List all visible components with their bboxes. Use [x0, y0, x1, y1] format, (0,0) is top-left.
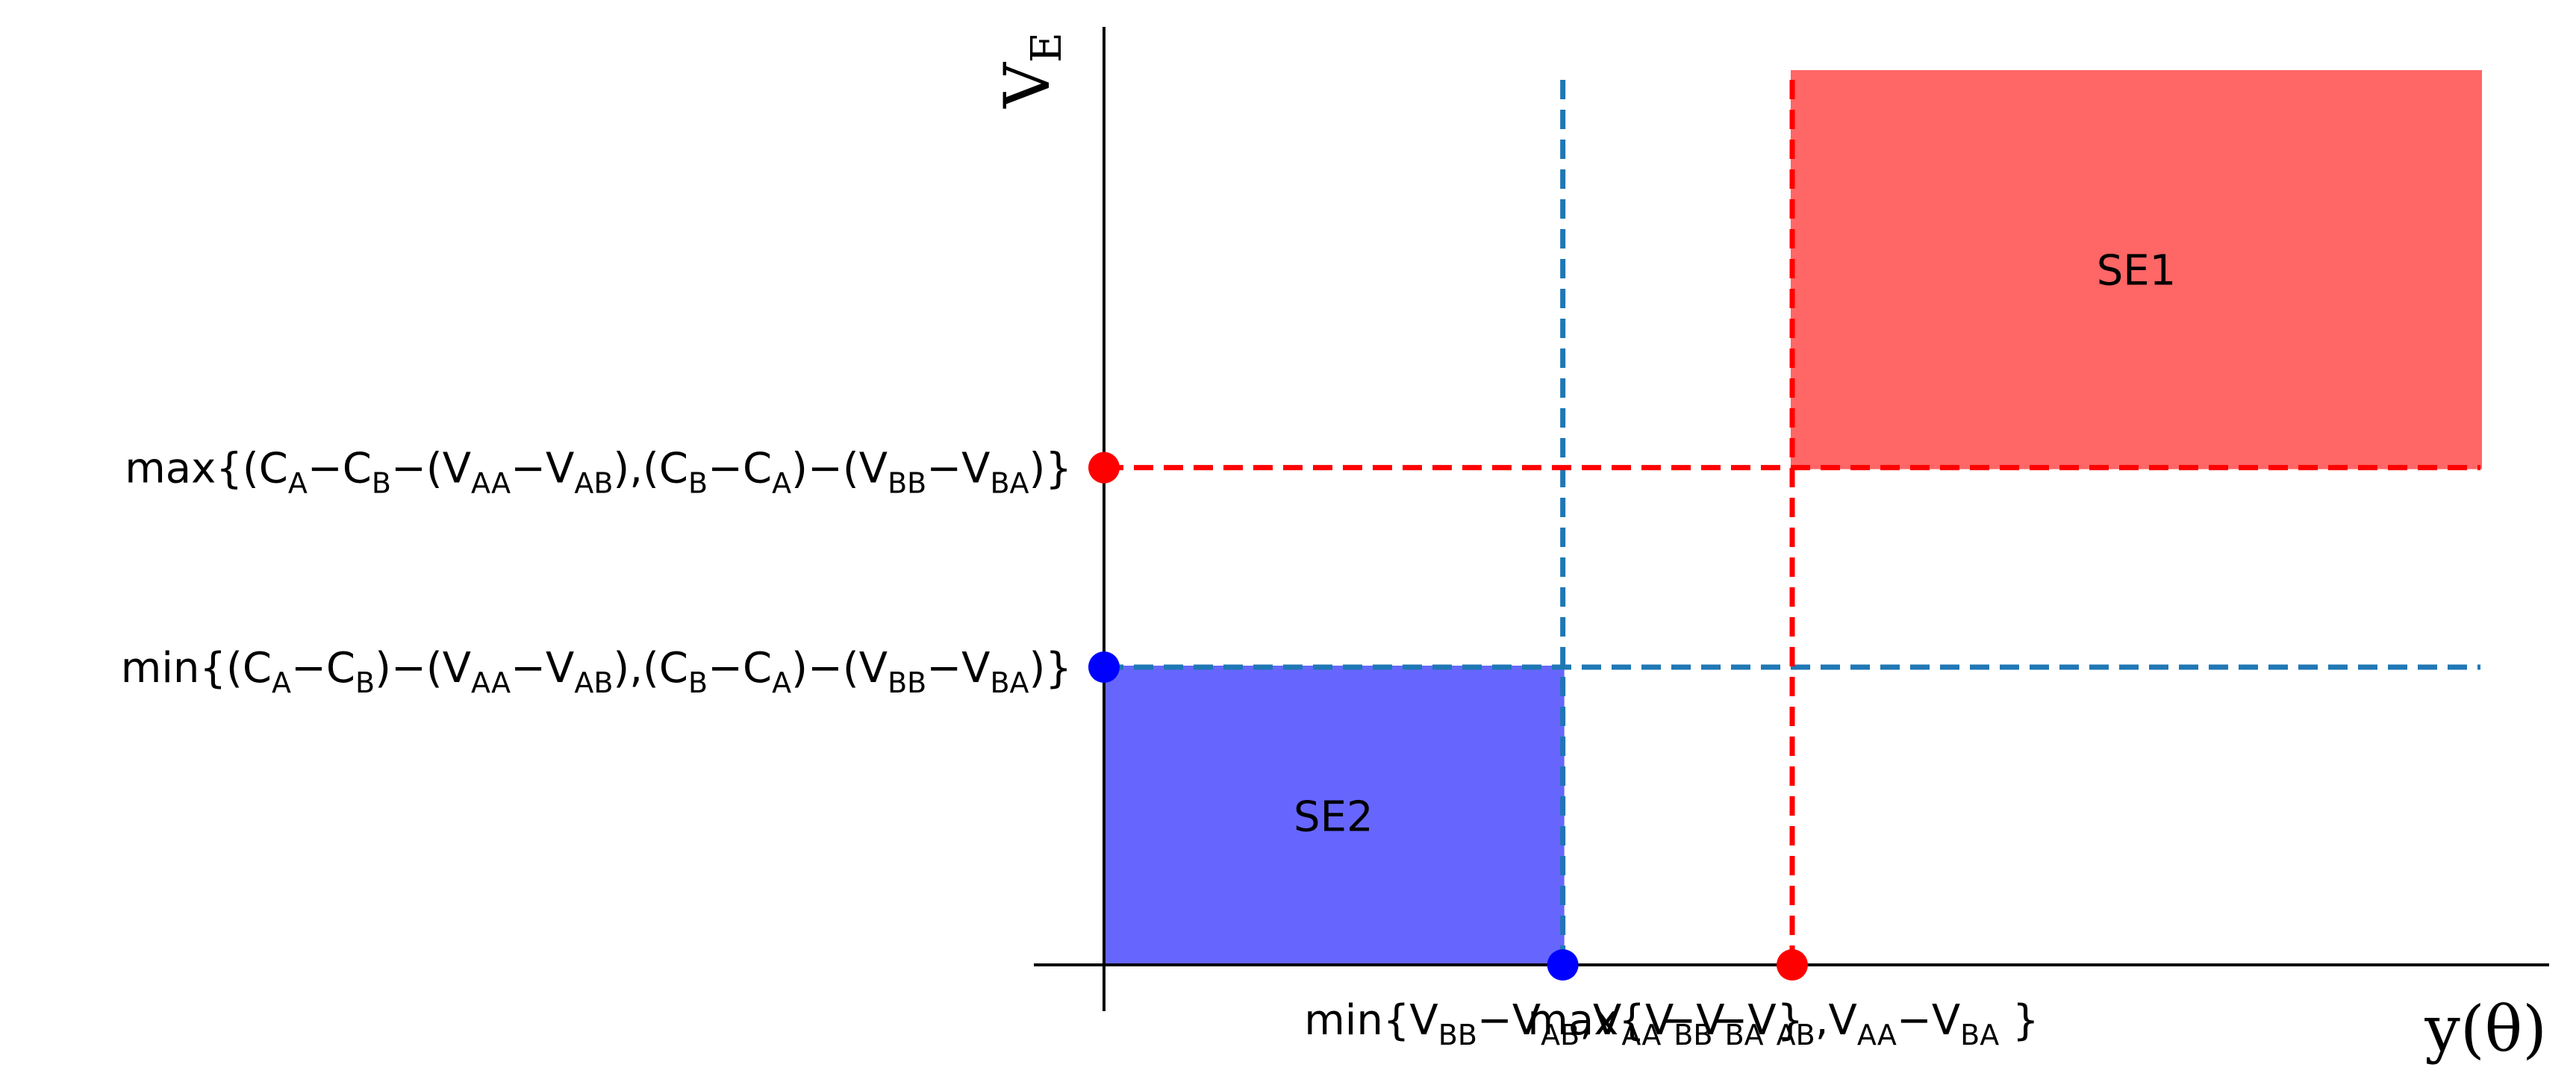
- y-tick-label-1-part: max{(C: [125, 445, 288, 493]
- y-tick-label-0-part: min{(C: [121, 644, 272, 693]
- y-tick-label-1-part: )}: [1029, 445, 1072, 493]
- y-axis-title-subscript: E: [1023, 32, 1071, 63]
- x-tick-label-1-part: BA: [1960, 1019, 1999, 1051]
- region-se2: [1103, 666, 1565, 966]
- x-tick-label-0-part: −V: [1477, 996, 1541, 1045]
- x-tick-label-0-part: −V: [1661, 996, 1724, 1045]
- y-tick-label-0-part: B: [355, 666, 375, 699]
- y-tick-label-0-part: A: [772, 666, 791, 699]
- x-tick-label-1-part: max{V: [1527, 996, 1674, 1045]
- y-tick-label-0-part: AA: [471, 666, 511, 699]
- y-axis-title-main: V: [991, 62, 1064, 109]
- x-tick-label-0-part: }: [1764, 996, 1803, 1045]
- y-axis-title: VE: [991, 32, 1071, 109]
- y-tick-label-1-part: A: [772, 467, 791, 500]
- y-tick-label-0-part: )}: [1029, 644, 1072, 693]
- y-tick-label-0-part: BB: [888, 666, 926, 699]
- x-tick-label-0-part: AA: [1621, 1019, 1661, 1051]
- y-tick-label-1-part: −V: [511, 445, 574, 493]
- y-tick-label-0-part: −V: [926, 644, 990, 693]
- x-tick-label-0-part: BB: [1438, 1019, 1477, 1051]
- y-tick-label-1-part: B: [372, 467, 391, 500]
- x-tick-label-0-part: BA: [1725, 1019, 1764, 1051]
- x-tick-label-1-part: ,V: [1815, 996, 1857, 1045]
- x-tick-label-1-part: −V: [1712, 996, 1776, 1045]
- x-tick-label-0: min{VBB−VAB,VAA−VBA }: [1304, 996, 1803, 1051]
- y-tick-label-0-part: B: [688, 666, 708, 699]
- marker-point-1: [1547, 949, 1579, 981]
- y-tick-label-1: max{(CA−CB−(VAA−VAB),(CB−CA)−(VBB−VBA)}: [125, 445, 1072, 500]
- x-tick-label-1: max{VBB−VAB,VAA−VBA }: [1527, 996, 2039, 1051]
- y-tick-label-1-part: AB: [574, 467, 613, 500]
- y-tick-label-0: min{(CA−CB)−(VAA−VAB),(CB−CA)−(VBB−VBA)}: [121, 644, 1072, 699]
- y-tick-label-1-part: −C: [708, 445, 772, 493]
- x-tick-label-1-part: −V: [1897, 996, 1960, 1045]
- y-tick-label-0-part: −V: [511, 644, 574, 693]
- x-tick-label-1-part: AA: [1857, 1019, 1897, 1051]
- points-layer: [1088, 451, 1808, 981]
- labels-layer: min{(CA−CB)−(VAA−VAB),(CB−CA)−(VBB−VBA)}…: [121, 445, 2039, 1051]
- region-se1: [1791, 70, 2482, 469]
- y-tick-label-0-part: AB: [574, 666, 613, 699]
- y-tick-label-1-part: )−(V: [791, 445, 888, 493]
- y-tick-label-1-part: BB: [888, 467, 926, 500]
- regions-layer: SE1 SE2: [1103, 70, 2482, 966]
- x-tick-label-1-part: AB: [1777, 1019, 1815, 1051]
- y-tick-label-1-part: A: [288, 467, 308, 500]
- y-tick-label-0-part: −C: [708, 644, 772, 693]
- guide-lines-layer: [1104, 72, 2480, 965]
- y-tick-label-1-part: AA: [471, 467, 511, 500]
- y-tick-label-1-part: B: [688, 467, 708, 500]
- y-tick-label-0-part: BA: [990, 666, 1029, 699]
- x-tick-label-0-part: ,V: [1579, 996, 1621, 1045]
- y-tick-label-0-part: )−(V: [791, 644, 888, 693]
- x-tick-label-0-part: AB: [1541, 1019, 1579, 1051]
- x-axis-title: y(θ): [2424, 992, 2547, 1066]
- x-tick-label-0-part: min{V: [1304, 996, 1438, 1045]
- y-tick-label-0-part: ),(C: [613, 644, 688, 693]
- marker-point-3: [1777, 949, 1808, 981]
- y-tick-label-1-part: −(V: [391, 445, 471, 493]
- y-tick-label-0-part: −C: [291, 644, 355, 693]
- y-tick-label-0-part: )−(V: [375, 644, 471, 693]
- region-label-se1: SE1: [2097, 246, 2177, 295]
- y-tick-label-1-part: −V: [926, 445, 990, 493]
- y-tick-label-1-part: BA: [990, 467, 1029, 500]
- x-tick-label-1-part: }: [1999, 996, 2039, 1045]
- y-tick-label-1-part: −C: [308, 445, 372, 493]
- x-tick-label-1-part: BB: [1674, 1019, 1712, 1051]
- region-label-se2: SE2: [1294, 793, 1373, 842]
- y-tick-label-1-part: ),(C: [613, 445, 688, 493]
- marker-point-0: [1088, 651, 1120, 683]
- marker-point-2: [1088, 451, 1120, 484]
- y-tick-label-0-part: A: [272, 666, 291, 699]
